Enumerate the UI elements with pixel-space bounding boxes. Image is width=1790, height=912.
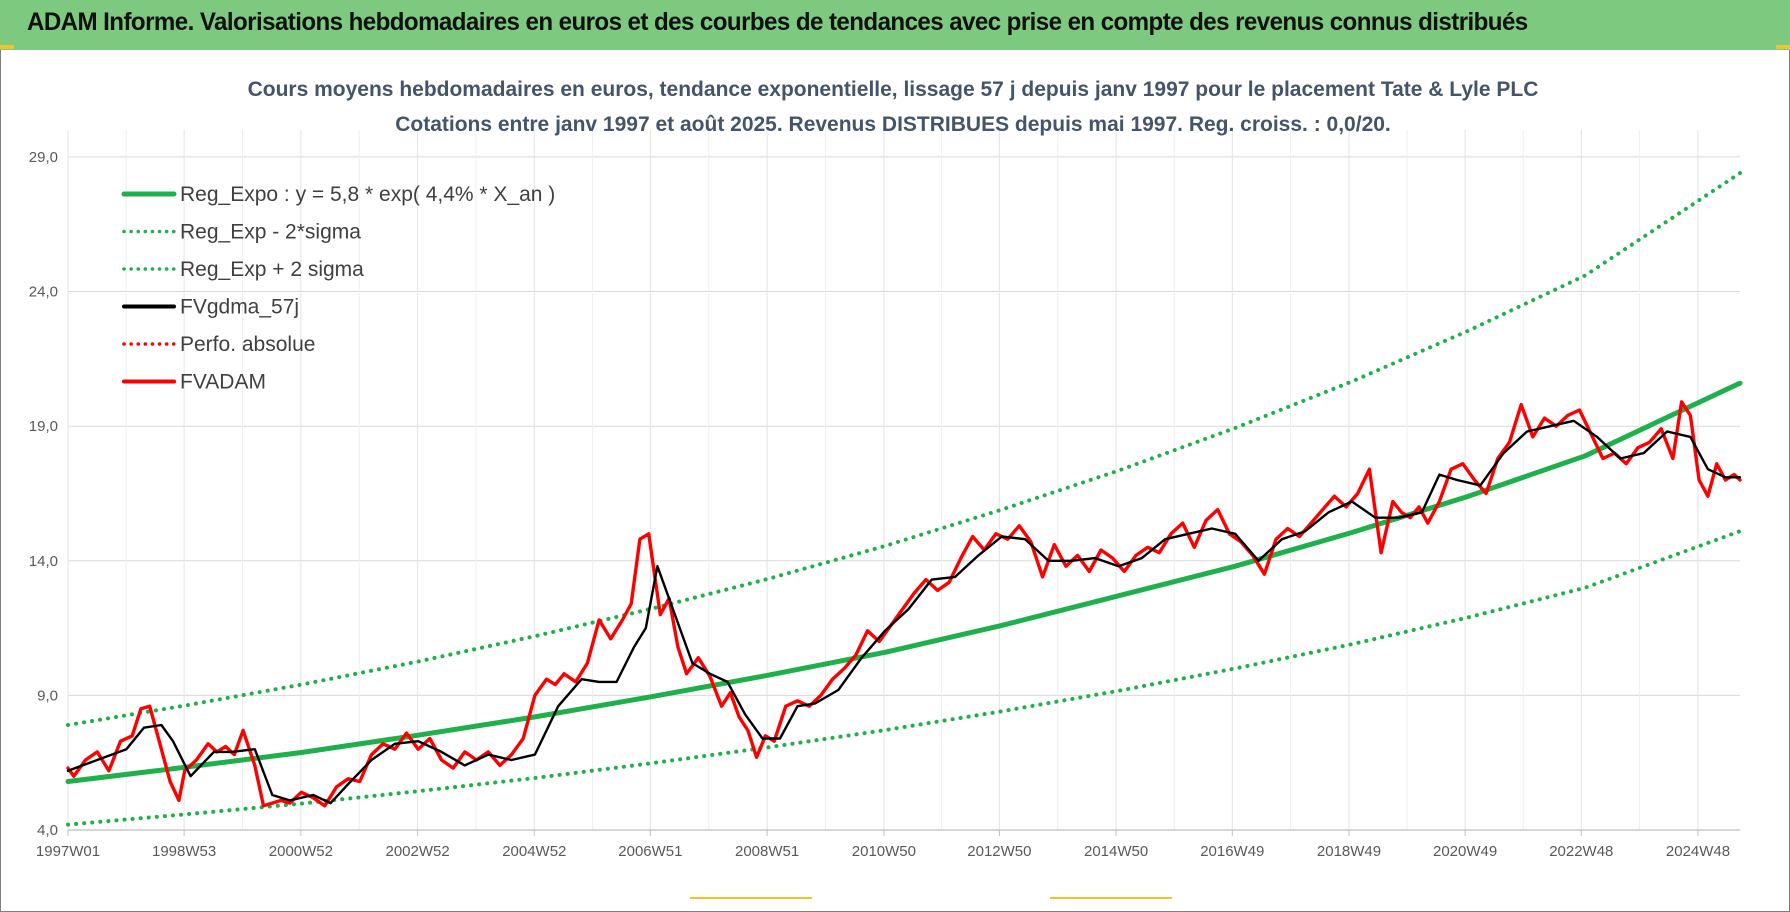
x-tick-label: 2000W52 [269,843,333,860]
x-tick-label: 2012W50 [967,843,1031,860]
banner-title: ADAM Informe. Valorisations hebdomadaire… [27,8,1528,36]
legend-label: Perfo. absolue [180,333,315,356]
y-tick-label: 24,0 [29,284,58,301]
grid-lines [67,130,1740,836]
series-line-0 [65,380,1743,784]
legend-label: Reg_Exp - 2*sigma [180,221,361,244]
x-tick-label: 2010W50 [852,843,916,860]
series-line-2 [66,171,1742,727]
legend-label: Reg_Exp + 2 sigma [180,258,364,281]
banner-corner-right [1776,45,1790,49]
y-tick-label: 9,0 [37,687,58,704]
x-tick-label: 2020W49 [1433,843,1497,860]
series-line-5 [66,400,1742,808]
x-axis-ticks: 1997W01 1998W53 2000W52 2002W52 2004W52 2006W… [36,843,1730,860]
x-tick-label: 2022W48 [1549,843,1613,860]
x-tick-label: 2016W49 [1200,843,1264,860]
bottom-marker-2 [1050,897,1172,899]
legend-label: Reg_Expo : y = 5,8 * exp( 4,4% * X_an ) [180,183,555,206]
x-tick-label: 2006W51 [618,843,682,860]
bottom-marker-1 [690,897,812,899]
legend-label: FVADAM [180,371,266,394]
y-tick-label: 29,0 [29,149,58,166]
x-tick-label: 2008W51 [735,843,799,860]
chart-title-line-1: Cours moyens hebdomadaires en euros, ten… [248,78,1539,101]
y-tick-label: 14,0 [29,553,58,570]
x-tick-label: 2018W49 [1317,843,1381,860]
series-line-3 [66,419,1742,805]
x-tick-label: 1998W53 [152,843,216,860]
series-lines [65,171,1743,827]
x-tick-label: 2014W50 [1084,843,1148,860]
x-tick-label: 2024W48 [1666,843,1730,860]
legend-label: FVgdma_57j [180,296,299,319]
y-tick-label: 19,0 [29,418,58,435]
y-axis-ticks: 4,0 9,0 14,0 19,0 24,0 29,0 [29,149,58,839]
x-tick-label: 1997W01 [36,843,100,860]
header-banner: ADAM Informe. Valorisations hebdomadaire… [0,0,1790,50]
series-line-1 [66,529,1742,827]
chart-legend: Reg_Expo : y = 5,8 * exp( 4,4% * X_an ) R… [121,183,555,394]
banner-corner-left [0,45,14,49]
y-tick-label: 4,0 [37,822,58,839]
chart-title-line-2: Cotations entre janv 1997 et août 2025. … [395,113,1391,136]
x-tick-label: 2004W52 [502,843,566,860]
x-tick-label: 2002W52 [385,843,449,860]
